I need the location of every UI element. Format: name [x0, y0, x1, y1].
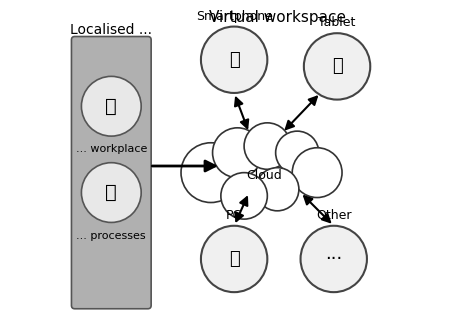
- Circle shape: [201, 27, 268, 93]
- Text: ···: ···: [325, 250, 342, 268]
- Text: Virtual workspace: Virtual workspace: [209, 10, 346, 25]
- Text: 🖥: 🖥: [106, 183, 117, 202]
- Circle shape: [201, 226, 268, 292]
- Text: 🏭: 🏭: [106, 97, 117, 116]
- Text: Tablet: Tablet: [318, 16, 356, 29]
- Circle shape: [212, 128, 263, 178]
- Circle shape: [276, 131, 319, 174]
- Text: Localised ...: Localised ...: [71, 23, 152, 37]
- Circle shape: [292, 148, 342, 198]
- Text: 📱: 📱: [332, 57, 343, 75]
- Circle shape: [304, 33, 370, 100]
- Text: ... workplace: ... workplace: [76, 144, 147, 154]
- Text: 💻: 💻: [229, 250, 239, 268]
- FancyBboxPatch shape: [71, 37, 151, 309]
- Circle shape: [221, 173, 268, 219]
- Circle shape: [181, 143, 241, 203]
- Circle shape: [301, 226, 367, 292]
- Text: Smartphone: Smartphone: [196, 10, 273, 23]
- Circle shape: [244, 123, 291, 169]
- Circle shape: [81, 163, 141, 222]
- Text: Cloud: Cloud: [246, 169, 282, 183]
- Circle shape: [256, 168, 299, 211]
- Text: 📱: 📱: [229, 51, 239, 69]
- Text: ... processes: ... processes: [76, 231, 146, 241]
- Circle shape: [81, 76, 141, 136]
- Text: PC: PC: [226, 209, 242, 222]
- Text: Other: Other: [316, 209, 352, 222]
